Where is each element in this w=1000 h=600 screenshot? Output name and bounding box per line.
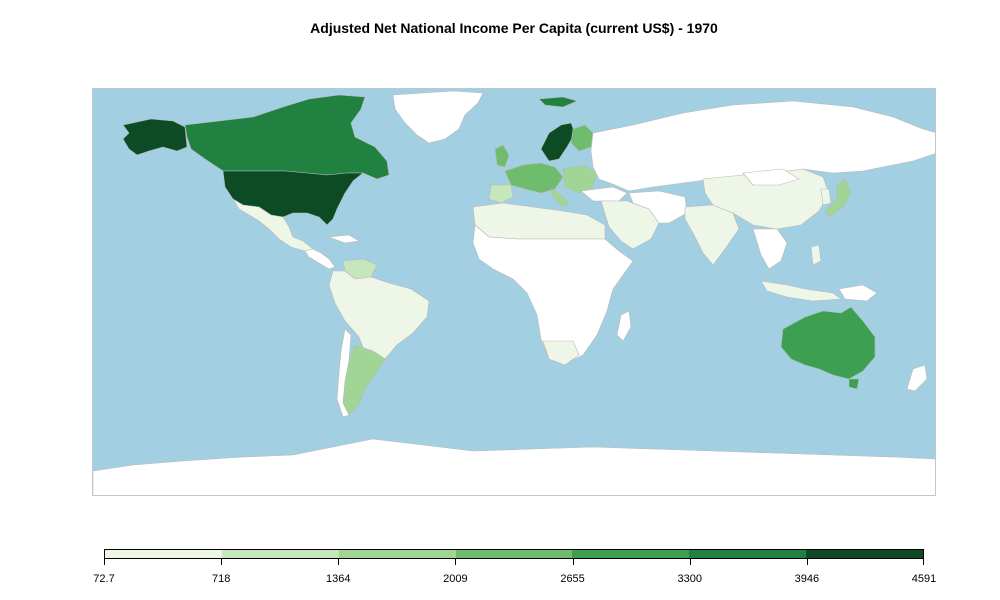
iceland	[538, 96, 578, 108]
legend-tick-mark	[104, 559, 105, 565]
legend-tick-label: 2009	[443, 573, 468, 585]
united-kingdom	[494, 144, 510, 168]
legend-tick-label: 718	[211, 573, 231, 585]
legend-tick-mark	[221, 559, 223, 565]
canada	[184, 94, 390, 180]
new-guinea	[838, 284, 878, 302]
tasmania	[848, 378, 860, 390]
legend-tick-mark	[572, 559, 574, 565]
north-africa	[472, 202, 606, 240]
south-america	[328, 270, 430, 366]
legend-tick-mark	[689, 559, 691, 565]
central-america	[304, 248, 336, 270]
map-title: Adjusted Net National Income Per Capita …	[310, 20, 718, 36]
sub-saharan-africa	[472, 224, 634, 366]
turkey	[580, 186, 628, 202]
legend-tick-label: 3300	[677, 573, 702, 585]
korea	[820, 188, 832, 206]
legend-tick-label: 1364	[326, 573, 351, 585]
united-states	[222, 170, 364, 226]
southeast-asia	[752, 228, 788, 270]
legend-swatch-6	[806, 550, 924, 558]
chile	[336, 328, 352, 418]
legend-swatch-5	[689, 550, 807, 558]
sweden-norway	[540, 122, 576, 162]
australia	[780, 306, 876, 380]
finland	[570, 124, 594, 152]
new-zealand	[906, 364, 928, 392]
world-map	[92, 88, 936, 496]
ussr	[590, 100, 935, 192]
legend-swatch-0	[105, 550, 222, 558]
legend-tick-label: 3946	[794, 573, 820, 585]
western-europe	[504, 162, 564, 194]
legend-tick-label: 72.7	[93, 573, 115, 585]
iberia	[488, 184, 514, 204]
cuba	[328, 234, 360, 244]
mongolia	[742, 168, 800, 186]
legend-tick-label: 2655	[560, 573, 585, 585]
eastern-europe	[562, 164, 598, 194]
legend-tick-mark	[923, 559, 924, 565]
south-africa	[542, 340, 580, 366]
legend-swatch-2	[338, 550, 456, 558]
japan	[824, 178, 852, 218]
indonesia	[760, 280, 842, 302]
color-scale-legend	[104, 549, 924, 559]
greenland	[392, 90, 484, 144]
legend-tick-mark	[806, 559, 808, 565]
philippines	[810, 244, 822, 266]
legend-tick-mark	[455, 559, 457, 565]
italy	[550, 188, 570, 208]
legend-swatch-4	[572, 550, 690, 558]
legend-swatch-3	[455, 550, 573, 558]
madagascar	[616, 310, 632, 342]
india	[684, 204, 740, 266]
world-map-svg	[93, 90, 935, 495]
alaska	[122, 118, 188, 156]
legend-tick-mark	[338, 559, 340, 565]
legend-tick-label: 4591	[911, 573, 937, 585]
legend-swatch-1	[221, 550, 339, 558]
antarctica	[93, 438, 935, 495]
iran-afghanistan	[628, 190, 688, 224]
legend-ticks	[104, 559, 924, 567]
